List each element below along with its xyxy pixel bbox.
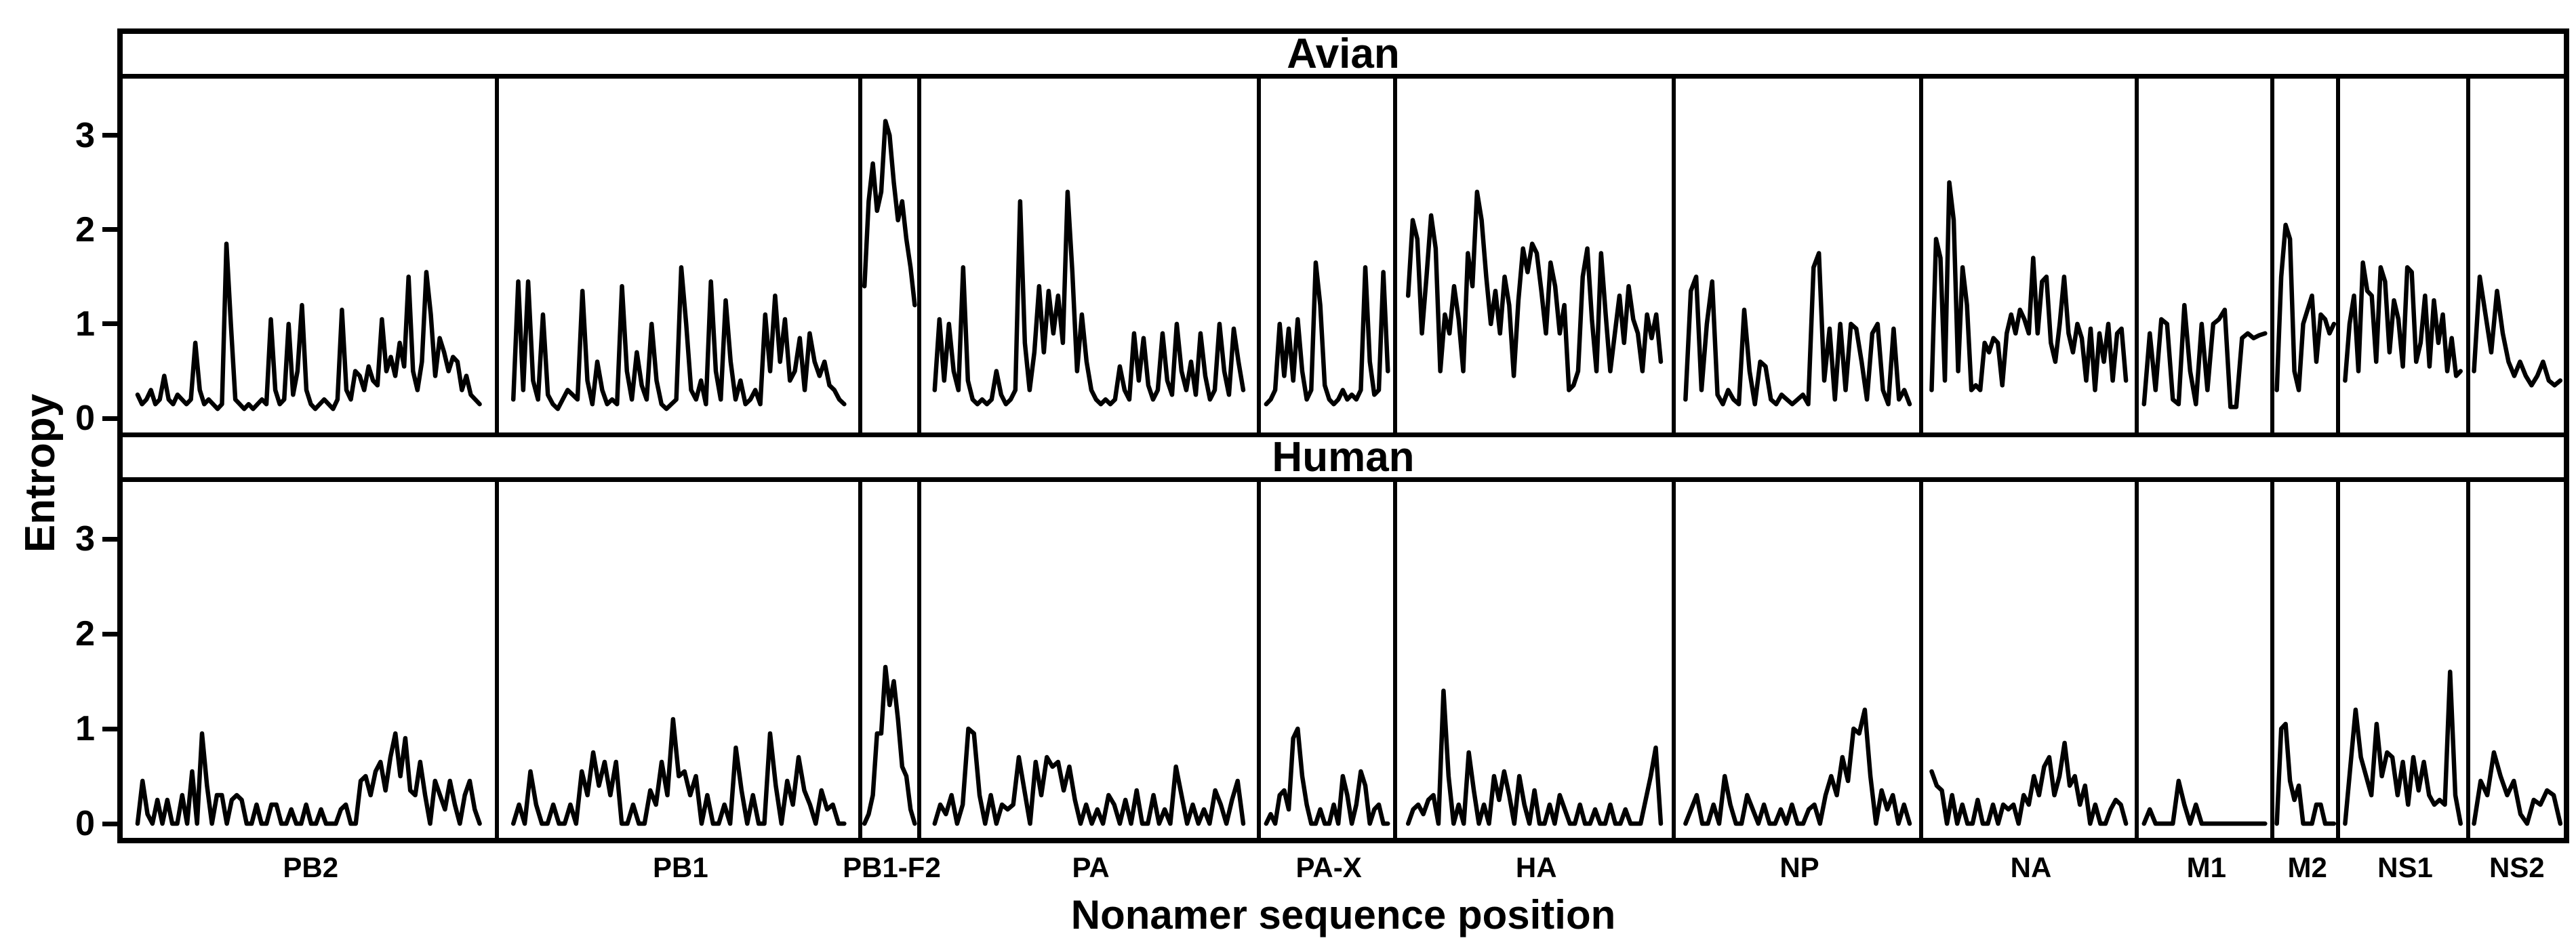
panel-avian-M1 (2138, 79, 2274, 432)
y-tick-mark-human-0 (102, 821, 117, 826)
entropy-line-avian-PA (921, 79, 1257, 432)
panel-avian-NS1 (2340, 79, 2470, 432)
panel-human-PA (921, 482, 1261, 838)
panel-row-avian (123, 79, 2564, 432)
entropy-line-human-M1 (2139, 482, 2270, 838)
panel-human-PB1-F2 (862, 482, 921, 838)
panel-avian-PA-X (1260, 79, 1397, 432)
facet-label-HA: HA (1515, 851, 1557, 883)
entropy-line-human-NP (1676, 482, 1919, 838)
entropy-line-human-NS1 (2340, 482, 2466, 838)
facet-label-PB2: PB2 (283, 851, 339, 883)
y-tick-label-avian-3: 3 (75, 115, 95, 155)
entropy-line-human-PA (921, 482, 1257, 838)
panel-row-human (123, 482, 2564, 838)
entropy-line-avian-HA (1397, 79, 1672, 432)
entropy-line-human-HA (1397, 482, 1672, 838)
panel-human-HA (1396, 482, 1676, 838)
panel-avian-NS2 (2470, 79, 2564, 432)
y-tick-mark-human-1 (102, 726, 117, 731)
entropy-line-human-PA-X (1261, 482, 1393, 838)
panel-avian-NA (1923, 79, 2139, 432)
panel-human-PA-X (1260, 482, 1397, 838)
y-tick-label-avian-0: 0 (75, 399, 95, 439)
facet-label-NS1: NS1 (2377, 851, 2433, 883)
y-tick-mark-avian-0 (102, 416, 117, 421)
facet-strip-avian: Avian (123, 30, 2564, 79)
y-tick-label-avian-2: 2 (75, 209, 95, 249)
panel-human-M2 (2274, 482, 2341, 838)
entropy-line-avian-NP (1676, 79, 1919, 432)
panel-avian-PB1-F2 (862, 79, 921, 432)
entropy-line-avian-NA (1923, 79, 2135, 432)
panel-avian-PB2 (123, 79, 499, 432)
panel-avian-HA (1396, 79, 1676, 432)
panel-human-M1 (2138, 482, 2274, 838)
facet-label-NP: NP (1779, 851, 1819, 883)
facet-label-M2: M2 (2287, 851, 2327, 883)
entropy-line-avian-PB2 (123, 79, 495, 432)
panel-human-PB1 (498, 482, 863, 838)
y-tick-mark-human-2 (102, 631, 117, 637)
y-tick-label-human-2: 2 (75, 614, 95, 653)
panel-human-NS2 (2470, 482, 2564, 838)
panel-avian-M2 (2274, 79, 2341, 432)
facet-label-M1: M1 (2186, 851, 2227, 883)
facet-strip-human: Human (123, 432, 2564, 482)
entropy-line-avian-NS1 (2340, 79, 2466, 432)
plot-area: Avian Human (117, 28, 2569, 843)
y-tick-label-human-0: 0 (75, 804, 95, 843)
strip-label-avian: Avian (1287, 30, 1400, 77)
entropy-line-human-PB1-F2 (862, 482, 917, 838)
facet-label-NS2: NS2 (2489, 851, 2545, 883)
y-tick-label-human-1: 1 (75, 709, 95, 748)
entropy-line-avian-PA-X (1261, 79, 1393, 432)
panel-avian-PA (921, 79, 1261, 432)
entropy-line-human-PB1 (499, 482, 859, 838)
y-tick-label-human-3: 3 (75, 519, 95, 559)
entropy-line-human-NS2 (2470, 482, 2564, 838)
y-tick-mark-avian-3 (102, 133, 117, 138)
panel-avian-NP (1675, 79, 1924, 432)
entropy-line-avian-M2 (2274, 79, 2337, 432)
panel-avian-PB1 (498, 79, 863, 432)
entropy-line-avian-PB1 (499, 79, 859, 432)
panel-human-NA (1923, 482, 2139, 838)
entropy-line-human-PB2 (123, 482, 495, 838)
y-tick-mark-human-3 (102, 536, 117, 542)
strip-label-human: Human (1272, 433, 1415, 481)
y-tick-label-avian-1: 1 (75, 304, 95, 344)
y-tick-mark-avian-2 (102, 227, 117, 233)
panel-human-PB2 (123, 482, 499, 838)
facet-label-PB1-F2: PB1-F2 (843, 851, 941, 883)
facet-label-PA-X: PA-X (1295, 851, 1362, 883)
entropy-line-human-M2 (2274, 482, 2337, 838)
facet-label-PB1: PB1 (652, 851, 708, 883)
x-axis-title: Nonamer sequence position (1070, 892, 1616, 938)
entropy-line-avian-NS2 (2470, 79, 2564, 432)
entropy-line-avian-PB1-F2 (862, 79, 917, 432)
y-tick-mark-avian-1 (102, 321, 117, 327)
entropy-line-human-NA (1923, 482, 2135, 838)
panel-human-NS1 (2340, 482, 2470, 838)
entropy-line-avian-M1 (2139, 79, 2270, 432)
facet-label-PA: PA (1072, 851, 1110, 883)
facet-label-NA: NA (2010, 851, 2052, 883)
panel-human-NP (1675, 482, 1924, 838)
